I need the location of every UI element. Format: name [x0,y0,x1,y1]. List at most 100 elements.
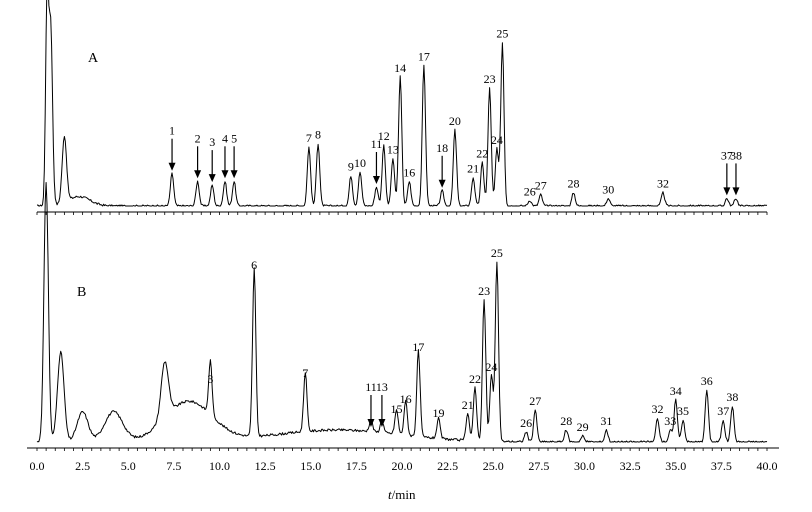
peak-label: 7 [302,366,308,380]
peak-b-26: 26 [520,416,532,430]
peak-label: 35 [677,404,689,418]
peak-label: 37 [721,148,733,162]
x-axis-title: t/min [388,487,416,502]
x-tick-label: 5.0 [121,459,136,473]
peak-label: 24 [491,133,503,147]
peak-b-28: 28 [560,414,572,428]
peak-label: 4 [222,131,228,145]
peak-a-28: 28 [568,177,580,191]
peak-b-21: 21 [462,398,474,412]
peak-arrow-head [372,176,380,184]
peak-a-5: 5 [230,131,238,179]
peak-a-7: 7 [306,131,312,145]
peak-label: 9 [348,160,354,174]
peak-label: 28 [560,414,572,428]
peak-label: 16 [400,392,412,406]
peak-b-15: 15 [391,402,403,416]
peak-a-25: 25 [496,27,508,41]
x-tick-label: 32.5 [620,459,641,473]
peak-arrow-head [194,170,202,179]
peak-label: 18 [436,141,448,155]
peak-b-27: 27 [529,394,541,408]
peak-label: 34 [670,384,682,398]
peak-label: 25 [496,27,508,41]
x-tick-label: 15.0 [300,459,321,473]
x-tick-label: 7.5 [166,459,181,473]
peak-b-34: 34 [670,384,682,398]
peak-label: 23 [484,72,496,86]
x-axis-title-unit: /min [392,487,416,502]
peak-label: 27 [535,179,547,193]
peak-arrow-head [221,170,229,179]
peak-arrow-head [208,174,216,183]
peak-label: 13 [387,143,399,157]
peak-label: 16 [403,165,415,179]
trace-a [36,0,768,207]
peak-a-26: 26 [524,184,536,198]
peak-label: 29 [577,420,589,434]
panel-label-a: A [88,51,99,66]
peak-label: 5 [231,131,237,145]
peak-a-4: 4 [221,131,229,179]
panel-a: A 12 3 4 5 7 89 101112131416171820212223242526… [36,0,768,207]
peak-a-18: 18 [436,141,448,188]
peak-a-12: 12 [378,129,390,143]
peak-label: 26 [524,184,536,198]
x-tick-label: 35.0 [665,459,686,473]
x-axis: 0.0 2.5 5.0 7.5 10.0 12.5 15.0 17.5 20.0 22.5 25.0… [27,211,779,473]
peak-label: 25 [491,246,503,260]
peak-label: 2 [195,131,201,145]
peak-arrow-head [438,179,446,188]
peak-a-17: 17 [418,49,430,63]
peak-b-31: 31 [600,414,612,428]
peak-b-37: 37 [717,404,729,418]
peak-b-33: 33 [664,414,676,428]
peak-arrow-head [230,170,238,179]
peak-a-11: 11 [371,137,382,184]
peak-label: 13 [376,380,388,394]
peak-label: 36 [701,374,713,388]
x-tick-label: 12.5 [255,459,276,473]
peak-b-7: 7 [302,366,308,380]
peak-b-11: 11 [365,380,377,427]
peak-a-21: 21 [467,162,479,176]
peak-label: 30 [602,182,614,196]
peak-label: 26 [520,416,532,430]
x-tick-label: 22.5 [437,459,458,473]
peak-a-20: 20 [449,114,461,128]
peak-b-36: 36 [701,374,713,388]
peak-a-37: 37 [721,148,733,196]
peak-b-32: 32 [652,402,664,416]
peak-label: 32 [652,402,664,416]
peak-label: 23 [478,284,490,298]
peak-label: 10 [354,156,366,170]
x-tick-label: 10.0 [209,459,230,473]
peak-a-2: 2 [194,131,202,179]
peak-label: 22 [476,146,488,160]
peak-a-14: 14 [394,61,406,75]
peak-label: 31 [600,414,612,428]
peak-label: 12 [378,129,390,143]
peak-label: 7 [306,131,312,145]
peak-label: 22 [469,372,481,386]
peak-a-32: 32 [657,177,669,191]
peak-a-8: 8 [315,127,321,141]
peak-label: 15 [391,402,403,416]
peak-label: 21 [467,162,479,176]
peak-b-23: 23 [478,284,490,298]
x-tick-label: 25.0 [483,459,504,473]
peak-b-13: 13 [376,380,388,427]
peak-label: 14 [394,61,406,75]
peak-label: 1 [169,124,175,138]
peak-label: 24 [485,360,497,374]
peak-b-38: 38 [726,390,738,404]
peak-b-25: 25 [491,246,503,260]
peak-b-29: 29 [577,420,589,434]
peak-label: 32 [657,177,669,191]
trace-b [36,182,768,443]
peak-label: 3 [209,135,215,149]
peak-b-35: 35 [677,404,689,418]
peak-b-24: 24 [485,360,497,374]
